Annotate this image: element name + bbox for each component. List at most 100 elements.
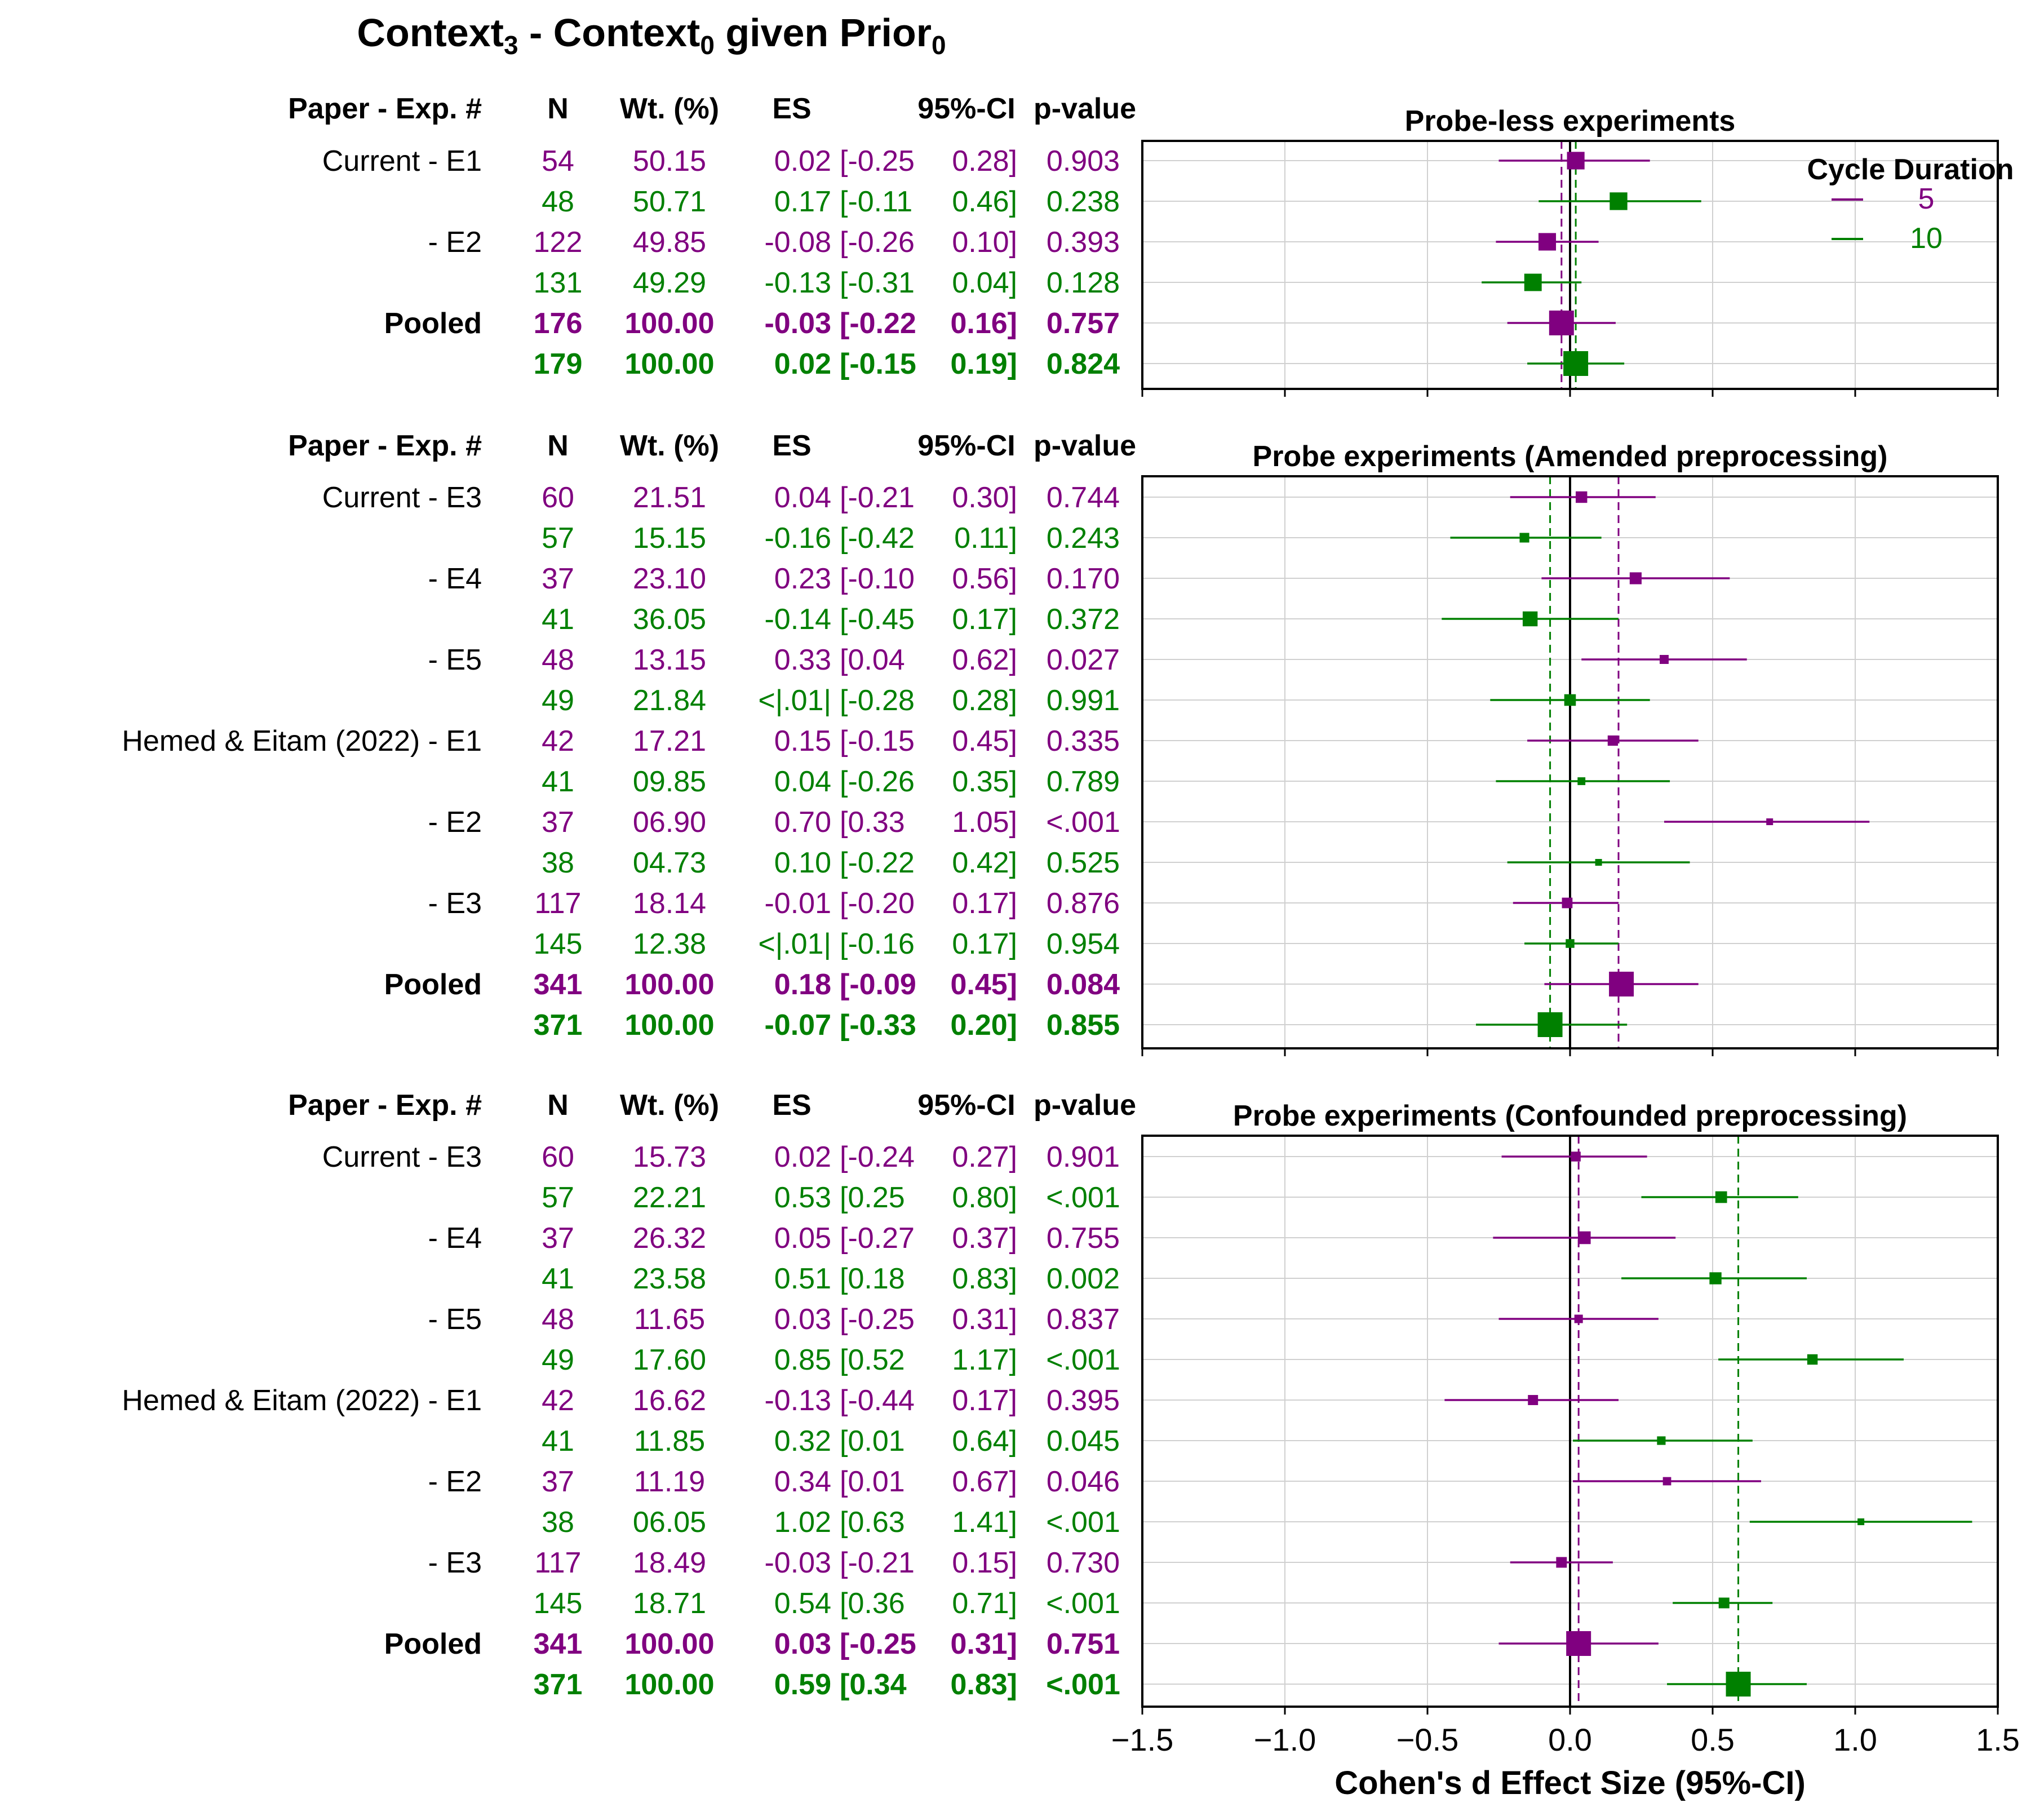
cell-es: 0.04 xyxy=(774,481,831,514)
cell-ci-upper: 0.17] xyxy=(952,887,1017,920)
effect-marker xyxy=(1595,859,1602,866)
cell-p-value: <.001 xyxy=(1046,1181,1120,1214)
table-row: 48 50.71 0.17 [-0.11 0.46] 0.238 xyxy=(542,185,1120,218)
cell-weight: 100.00 xyxy=(624,348,714,380)
cell-ci-upper: 0.45] xyxy=(952,725,1017,758)
row-label: Pooled xyxy=(384,968,482,1001)
header-paper: Paper - Exp. # xyxy=(288,429,482,462)
cell-ci-lower: [-0.15 xyxy=(840,725,915,758)
cell-p-value: 0.372 xyxy=(1047,603,1120,636)
cell-p-value: 0.525 xyxy=(1047,847,1120,879)
cell-es: 1.02 xyxy=(774,1506,831,1539)
cell-p-value: <.001 xyxy=(1046,806,1120,839)
cell-p-value: 0.755 xyxy=(1047,1222,1120,1255)
effect-marker xyxy=(1576,491,1588,503)
cell-weight: 04.73 xyxy=(633,847,706,879)
cell-ci-lower: [0.25 xyxy=(840,1181,905,1214)
effect-marker xyxy=(1574,1314,1583,1323)
cell-n: 48 xyxy=(542,185,574,218)
header-p-value: p-value xyxy=(1034,429,1136,462)
cell-ci-lower: [-0.27 xyxy=(840,1222,915,1255)
cell-ci-lower: [-0.31 xyxy=(840,267,915,299)
header-n: N xyxy=(547,429,569,462)
cell-es: <|.01| xyxy=(758,684,831,717)
cell-n: 42 xyxy=(542,725,574,758)
cell-n: 179 xyxy=(534,348,583,380)
effect-marker xyxy=(1556,1557,1567,1568)
table-row: 41 11.85 0.32 [0.01 0.64] 0.045 xyxy=(542,1425,1120,1458)
effect-marker xyxy=(1609,972,1634,996)
cell-n: 41 xyxy=(542,1425,574,1458)
cell-ci-upper: 0.10] xyxy=(952,226,1017,259)
cell-n: 57 xyxy=(542,522,574,555)
cell-p-value: 0.824 xyxy=(1047,348,1120,380)
cell-ci-upper: 0.31] xyxy=(952,1303,1017,1336)
cell-weight: 49.85 xyxy=(633,226,706,259)
effect-marker xyxy=(1578,1231,1591,1244)
row-label: - E2 xyxy=(428,1465,482,1498)
table-row: 371 100.00 -0.07 [-0.33 0.20] 0.855 xyxy=(534,1009,1120,1042)
cell-ci-upper: 0.71] xyxy=(952,1587,1017,1620)
cell-weight: 17.60 xyxy=(633,1344,706,1376)
cell-n: 117 xyxy=(535,887,582,920)
table-row: 57 22.21 0.53 [0.25 0.80] <.001 xyxy=(542,1181,1120,1214)
table-row: Pooled 341 100.00 0.18 [-0.09 0.45] 0.084 xyxy=(384,968,1120,1001)
cell-p-value: 0.170 xyxy=(1047,562,1120,595)
cell-ci-upper: 0.83] xyxy=(950,1668,1017,1701)
header-p-value: p-value xyxy=(1034,1089,1136,1122)
effect-marker xyxy=(1524,273,1542,291)
cell-p-value: 0.855 xyxy=(1047,1009,1120,1042)
row-label: - E5 xyxy=(428,644,482,676)
cell-ci-lower: [-0.09 xyxy=(840,968,916,1001)
header-paper: Paper - Exp. # xyxy=(288,1089,482,1122)
effect-marker xyxy=(1807,1354,1818,1365)
cell-ci-lower: [-0.11 xyxy=(840,185,912,218)
cell-weight: 21.84 xyxy=(633,684,706,717)
header-n: N xyxy=(547,92,569,125)
cell-n: 341 xyxy=(534,1628,583,1660)
title-subscript: 0 xyxy=(700,30,715,60)
cell-ci-lower: [-0.25 xyxy=(840,1628,916,1660)
effect-marker xyxy=(1766,818,1773,825)
cell-p-value: 0.730 xyxy=(1047,1547,1120,1579)
cell-es: -0.07 xyxy=(764,1009,831,1042)
cell-p-value: 0.789 xyxy=(1047,765,1120,798)
cell-es: 0.03 xyxy=(774,1628,831,1660)
cell-es: 0.32 xyxy=(774,1425,831,1458)
row-label: Hemed & Eitam (2022) - E1 xyxy=(122,725,482,758)
effect-marker xyxy=(1566,939,1575,948)
table-row: - E4 37 23.10 0.23 [-0.10 0.56] 0.170 xyxy=(428,562,1120,595)
effect-marker xyxy=(1549,311,1574,335)
effect-marker xyxy=(1564,694,1576,706)
cell-es: 0.70 xyxy=(774,806,831,839)
cell-p-value: 0.393 xyxy=(1047,226,1120,259)
cell-n: 38 xyxy=(542,847,574,879)
table-row: - E2 37 06.90 0.70 [0.33 1.05] <.001 xyxy=(428,806,1120,839)
cell-weight: 50.71 xyxy=(633,185,706,218)
cell-weight: 13.15 xyxy=(633,644,706,676)
table-row: 145 12.38 <|.01| [-0.16 0.17] 0.954 xyxy=(534,928,1120,960)
cell-n: 41 xyxy=(542,1263,574,1295)
cell-ci-lower: [-0.21 xyxy=(840,1547,915,1579)
cell-ci-upper: 0.35] xyxy=(952,765,1017,798)
cell-p-value: 0.238 xyxy=(1047,185,1120,218)
panel: Paper - Exp. # N Wt. (%) ES 95%-CI p-value Pro… xyxy=(122,1089,1999,1715)
cell-p-value: 0.757 xyxy=(1047,307,1120,340)
cell-n: 176 xyxy=(534,307,583,340)
table-row: 179 100.00 0.02 [-0.15 0.19] 0.824 xyxy=(534,348,1120,380)
table-row: 41 09.85 0.04 [-0.26 0.35] 0.789 xyxy=(542,765,1120,798)
panel-title: Probe experiments (Confounded preprocess… xyxy=(1233,1100,1907,1132)
cell-weight: 15.73 xyxy=(633,1141,706,1173)
cell-ci-lower: [-0.44 xyxy=(840,1384,915,1417)
cell-p-value: 0.903 xyxy=(1047,145,1120,178)
cell-weight: 06.05 xyxy=(633,1506,706,1539)
cell-ci-upper: 0.17] xyxy=(952,928,1017,960)
cell-es: 0.02 xyxy=(774,1141,831,1173)
cell-p-value: 0.751 xyxy=(1047,1628,1120,1660)
cell-ci-lower: [-0.45 xyxy=(840,603,915,636)
effect-marker xyxy=(1709,1272,1722,1285)
table-row: Current - E1 54 50.15 0.02 [-0.25 0.28] 0.903 xyxy=(322,145,1120,178)
cell-es: 0.10 xyxy=(774,847,831,879)
effect-marker xyxy=(1528,1395,1538,1405)
